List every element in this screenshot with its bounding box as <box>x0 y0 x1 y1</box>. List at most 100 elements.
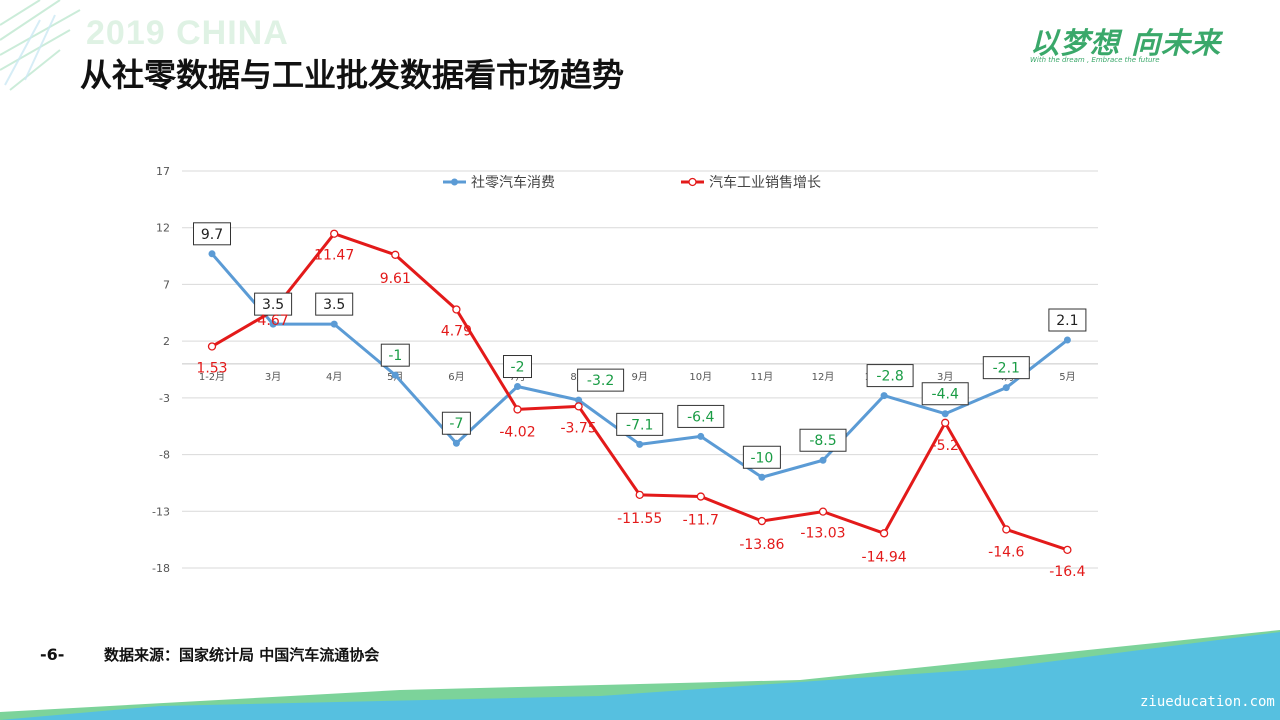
page-number: -6- <box>40 645 65 664</box>
data-point-retail <box>514 383 521 391</box>
legend-marker-retail <box>451 178 458 186</box>
data-point-retail <box>391 371 399 379</box>
data-label-box <box>921 382 969 406</box>
data-point-retail <box>575 396 583 404</box>
data-label-industry: 4.79 <box>441 323 472 339</box>
data-point-retail <box>941 410 949 418</box>
x-tick-label: 3月 <box>265 371 281 383</box>
data-point-retail <box>1063 336 1071 344</box>
data-point-industry <box>879 529 889 538</box>
decor-top-left-burst <box>0 0 81 91</box>
x-tick-label: 4月 <box>326 371 342 383</box>
data-point-industry <box>574 402 583 411</box>
data-label-industry: 9.61 <box>380 271 411 287</box>
x-tick-label: 6月 <box>448 371 464 383</box>
data-point-industry <box>1063 545 1072 555</box>
data-label-industry: -5.2 <box>932 438 959 454</box>
data-point-retail <box>269 320 277 328</box>
data-label-industry: -11.7 <box>683 513 719 529</box>
data-label-retail: -1 <box>388 348 402 364</box>
data-point-industry <box>818 507 828 516</box>
data-point-industry <box>1002 525 1011 534</box>
x-tick-label: 9月 <box>632 371 648 383</box>
y-tick-label: -8 <box>159 449 170 462</box>
data-point-industry <box>207 342 217 351</box>
data-point-industry <box>696 492 705 501</box>
data-label-box <box>616 412 664 436</box>
data-label-industry: -11.55 <box>617 511 662 527</box>
x-tick-label: 1-2月 <box>199 371 225 383</box>
data-point-industry <box>513 405 522 414</box>
data-label-retail: 3.5 <box>262 297 284 313</box>
data-label-retail: -7 <box>449 416 463 432</box>
data-label-retail: -3.2 <box>587 373 614 389</box>
data-point-retail <box>636 440 644 448</box>
legend-label-industry: 汽车工业销售增长 <box>709 174 821 191</box>
watermark: ziueducation.com <box>1140 694 1275 710</box>
data-label-box <box>577 368 625 392</box>
data-point-industry <box>391 250 400 259</box>
data-label-box <box>380 343 410 367</box>
data-label-box <box>503 355 532 379</box>
x-tick-label: 10月 <box>689 371 712 383</box>
data-label-box <box>982 356 1030 380</box>
x-tick-label: 3月 <box>937 371 953 383</box>
line-chart: 171272-3-8-13-181-2月3月4月5月6月7月8月9月10月11月… <box>152 165 1098 580</box>
y-tick-label: -13 <box>152 505 170 518</box>
legend-marker-industry <box>688 177 697 187</box>
data-point-retail <box>1002 384 1010 392</box>
data-label-industry: -16.4 <box>1049 564 1085 580</box>
data-label-box <box>1048 308 1087 332</box>
data-label-industry: 1.53 <box>196 360 227 376</box>
data-point-industry <box>757 516 767 526</box>
data-point-industry <box>452 305 461 314</box>
y-tick-label: 17 <box>156 165 170 178</box>
data-label-industry: 11.47 <box>314 248 354 264</box>
brand-logo-subtitle: With the dream , Embrace the future <box>1030 56 1160 64</box>
x-tick-label: 11月 <box>751 371 774 383</box>
data-label-retail: -4.4 <box>932 387 959 403</box>
data-label-retail: -8.5 <box>809 433 836 449</box>
data-point-industry <box>330 229 339 238</box>
y-tick-label: -3 <box>159 392 170 405</box>
brand-logo: 以梦想 向未来 <box>1030 26 1222 60</box>
data-label-industry: -13.86 <box>739 537 784 553</box>
data-label-industry: 4.67 <box>258 313 289 329</box>
data-label-retail: 2.1 <box>1056 313 1078 329</box>
data-label-retail: -10 <box>750 450 773 466</box>
data-label-box <box>315 292 354 316</box>
data-label-box <box>441 411 471 435</box>
data-point-retail <box>819 456 827 464</box>
legend-label-retail: 社零汽车消费 <box>471 174 555 191</box>
data-label-industry: -4.02 <box>499 424 535 440</box>
data-point-retail <box>758 473 766 481</box>
data-label-box <box>799 428 847 452</box>
page-title: 从社零数据与工业批发数据看市场趋势 <box>80 56 625 94</box>
data-label-retail: -7.1 <box>626 417 653 433</box>
data-label-retail: -2.8 <box>876 369 903 385</box>
data-label-retail: 3.5 <box>323 297 345 313</box>
y-tick-label: -18 <box>152 562 170 575</box>
data-label-retail: -6.4 <box>687 409 714 425</box>
data-label-box <box>742 445 781 469</box>
y-tick-label: 12 <box>156 222 170 235</box>
data-point-retail <box>208 250 216 258</box>
data-label-industry: -13.03 <box>800 526 845 542</box>
data-label-industry: -14.6 <box>988 544 1024 560</box>
data-source-note: 数据来源：国家统计局 中国汽车流通协会 <box>104 646 380 664</box>
data-point-retail <box>697 432 705 440</box>
data-point-industry <box>635 490 644 499</box>
data-label-retail: 9.7 <box>201 227 223 243</box>
y-tick-label: 2 <box>163 335 170 348</box>
data-label-box <box>254 292 293 316</box>
x-tick-label: 12月 <box>812 371 835 383</box>
data-label-retail: -2 <box>511 360 525 376</box>
y-tick-label: 7 <box>163 278 170 291</box>
data-label-box <box>866 364 914 388</box>
data-label-box <box>193 222 231 246</box>
banner-text: 2019 CHINA <box>86 14 289 52</box>
data-label-box <box>677 404 725 428</box>
data-point-retail <box>452 439 460 447</box>
data-point-retail <box>880 392 888 400</box>
data-point-retail <box>330 320 338 328</box>
